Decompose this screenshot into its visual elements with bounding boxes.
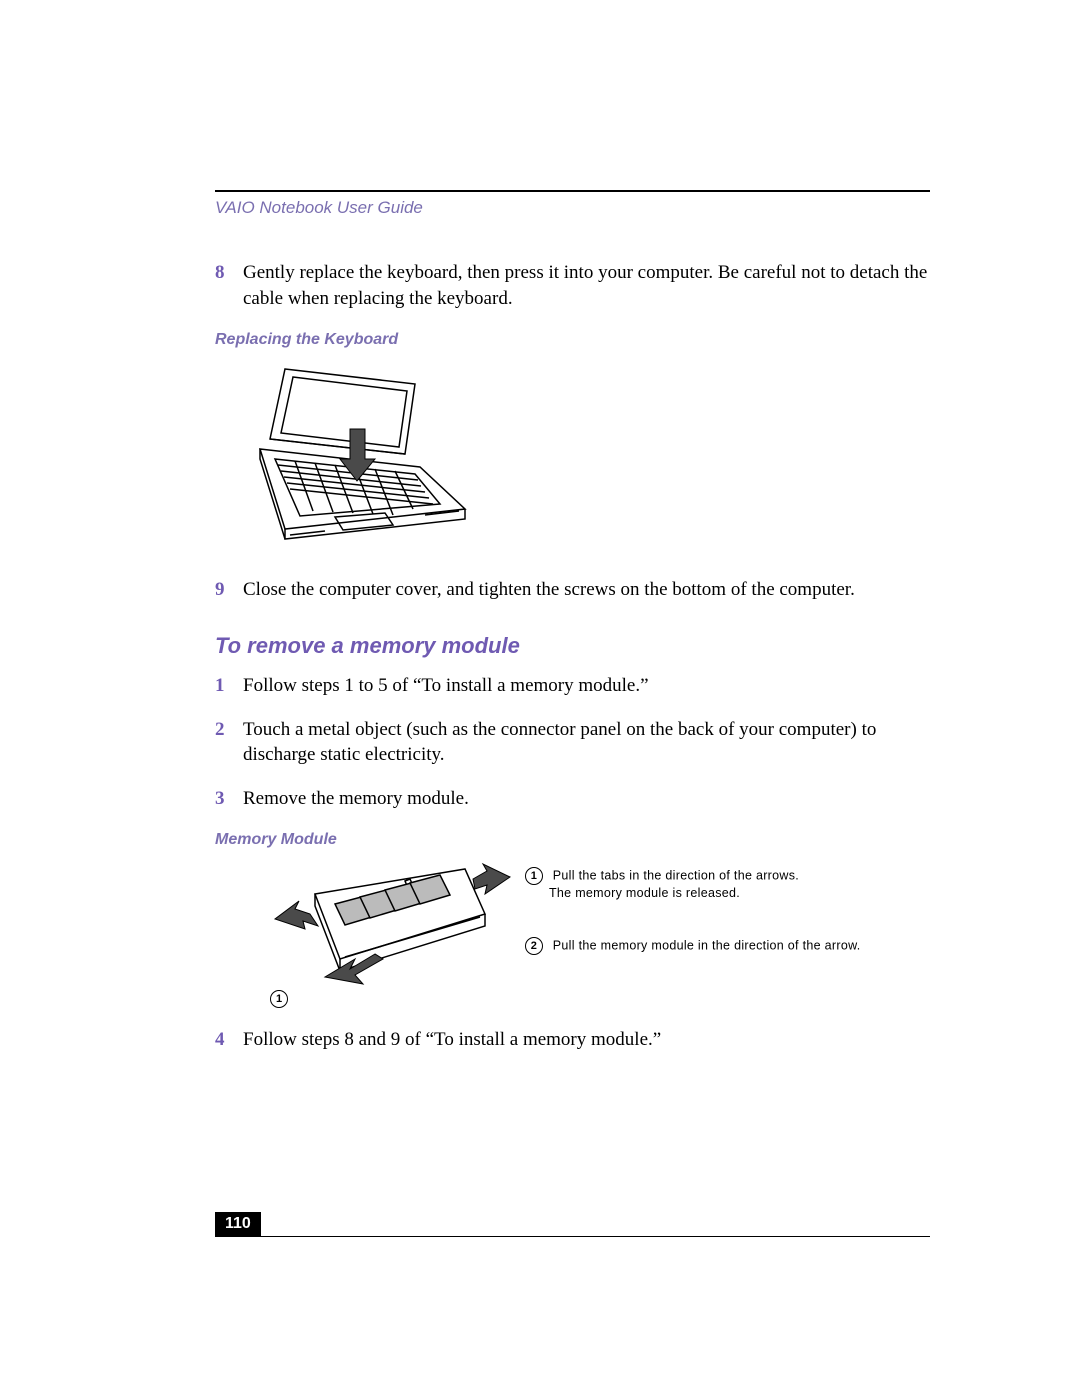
- laptop-illustration: [215, 359, 485, 559]
- page-footer: 110: [215, 1212, 930, 1237]
- step-text: Follow steps 8 and 9 of “To install a me…: [243, 1027, 930, 1053]
- figure-caption-keyboard: Replacing the Keyboard: [215, 331, 930, 349]
- step-number: 9: [215, 577, 243, 603]
- callout-number-icon: 1: [270, 990, 288, 1008]
- callout-2: 2 Pull the memory module in the directio…: [525, 937, 945, 955]
- step-row: 2 Touch a metal object (such as the conn…: [215, 717, 930, 768]
- step-number: 4: [215, 1027, 243, 1053]
- callout-number-icon: 2: [525, 937, 543, 955]
- step-text: Touch a metal object (such as the connec…: [243, 717, 930, 768]
- step-row: 1 Follow steps 1 to 5 of “To install a m…: [215, 673, 930, 699]
- step-row: 9 Close the computer cover, and tighten …: [215, 577, 930, 603]
- step-row: 4 Follow steps 8 and 9 of “To install a …: [215, 1027, 930, 1053]
- step-row: 3 Remove the memory module.: [215, 786, 930, 812]
- step-text: Follow steps 1 to 5 of “To install a mem…: [243, 673, 930, 699]
- step-number: 3: [215, 786, 243, 812]
- callout-text: Pull the tabs in the direction of the ar…: [553, 869, 799, 883]
- step-text: Remove the memory module.: [243, 786, 930, 812]
- top-rule: [215, 190, 930, 192]
- step-row: 8 Gently replace the keyboard, then pres…: [215, 260, 930, 311]
- step-text: Gently replace the keyboard, then press …: [243, 260, 930, 311]
- callout-marker-bottom: 1: [270, 989, 294, 1007]
- step-number: 8: [215, 260, 243, 311]
- section-heading: To remove a memory module: [215, 633, 930, 659]
- step-number: 1: [215, 673, 243, 699]
- running-header: VAIO Notebook User Guide: [215, 198, 930, 218]
- figure-caption-memory: Memory Module: [215, 831, 930, 849]
- callout-text: The memory module is released.: [549, 885, 740, 902]
- step-text: Close the computer cover, and tighten th…: [243, 577, 930, 603]
- figure-memory-module: 1 1 Pull the tabs in the direction of th…: [215, 859, 930, 1019]
- figure-keyboard: [215, 359, 930, 559]
- callout-text: Pull the memory module in the direction …: [553, 939, 861, 953]
- page-number: 110: [215, 1212, 261, 1236]
- memory-module-illustration: [255, 859, 515, 1019]
- callout-1: 1 Pull the tabs in the direction of the …: [525, 867, 885, 902]
- step-number: 2: [215, 717, 243, 768]
- callout-number-icon: 1: [525, 867, 543, 885]
- page: VAIO Notebook User Guide 8 Gently replac…: [0, 0, 1080, 1397]
- footer-rule: [215, 1236, 930, 1237]
